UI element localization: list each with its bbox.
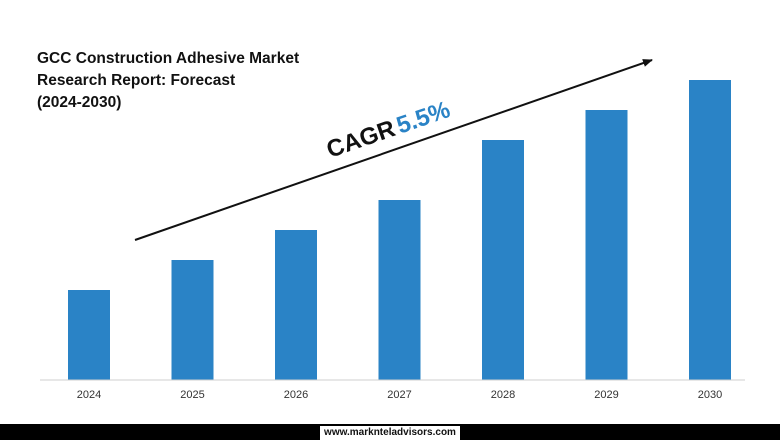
bar-2030 bbox=[689, 80, 731, 380]
x-axis-ticks: 2024 2025 2026 2027 2028 2029 2030 bbox=[77, 389, 722, 401]
chart-title-line-1: GCC Construction Adhesive Market bbox=[37, 50, 300, 67]
bar-2026 bbox=[275, 230, 317, 380]
x-tick-label-2025: 2025 bbox=[180, 389, 204, 401]
chart-card: GCC Construction Adhesive Market Researc… bbox=[0, 0, 780, 424]
bar-series bbox=[68, 80, 731, 380]
x-tick-label-2026: 2026 bbox=[284, 389, 308, 401]
chart-title-line-3: (2024-2030) bbox=[37, 94, 122, 111]
bar-2029 bbox=[585, 110, 628, 380]
x-tick-label-2029: 2029 bbox=[594, 389, 618, 401]
trend-arrow bbox=[134, 59, 653, 241]
x-tick-label-2030: 2030 bbox=[698, 389, 722, 401]
bar-2024 bbox=[68, 290, 110, 380]
bar-2025 bbox=[171, 260, 214, 380]
cagr-annotation: CAGR 5.5% bbox=[323, 96, 453, 163]
footer-url[interactable]: www.marknteladvisors.com bbox=[320, 425, 460, 440]
x-tick-label-2027: 2027 bbox=[387, 389, 411, 401]
chart-title-line-2: Research Report: Forecast bbox=[37, 72, 236, 89]
x-tick-label-2024: 2024 bbox=[77, 389, 101, 401]
x-tick-label-2028: 2028 bbox=[491, 389, 515, 401]
bar-2028 bbox=[482, 140, 524, 380]
bar-2027 bbox=[378, 200, 421, 380]
chart-title: GCC Construction Adhesive Market Researc… bbox=[37, 48, 337, 114]
footer: www.marknteladvisors.com bbox=[0, 424, 780, 440]
bar-chart: 2024 2025 2026 2027 2028 2029 2030 CAGR 5.5% bbox=[40, 59, 745, 401]
cagr-label: CAGR bbox=[323, 115, 399, 164]
